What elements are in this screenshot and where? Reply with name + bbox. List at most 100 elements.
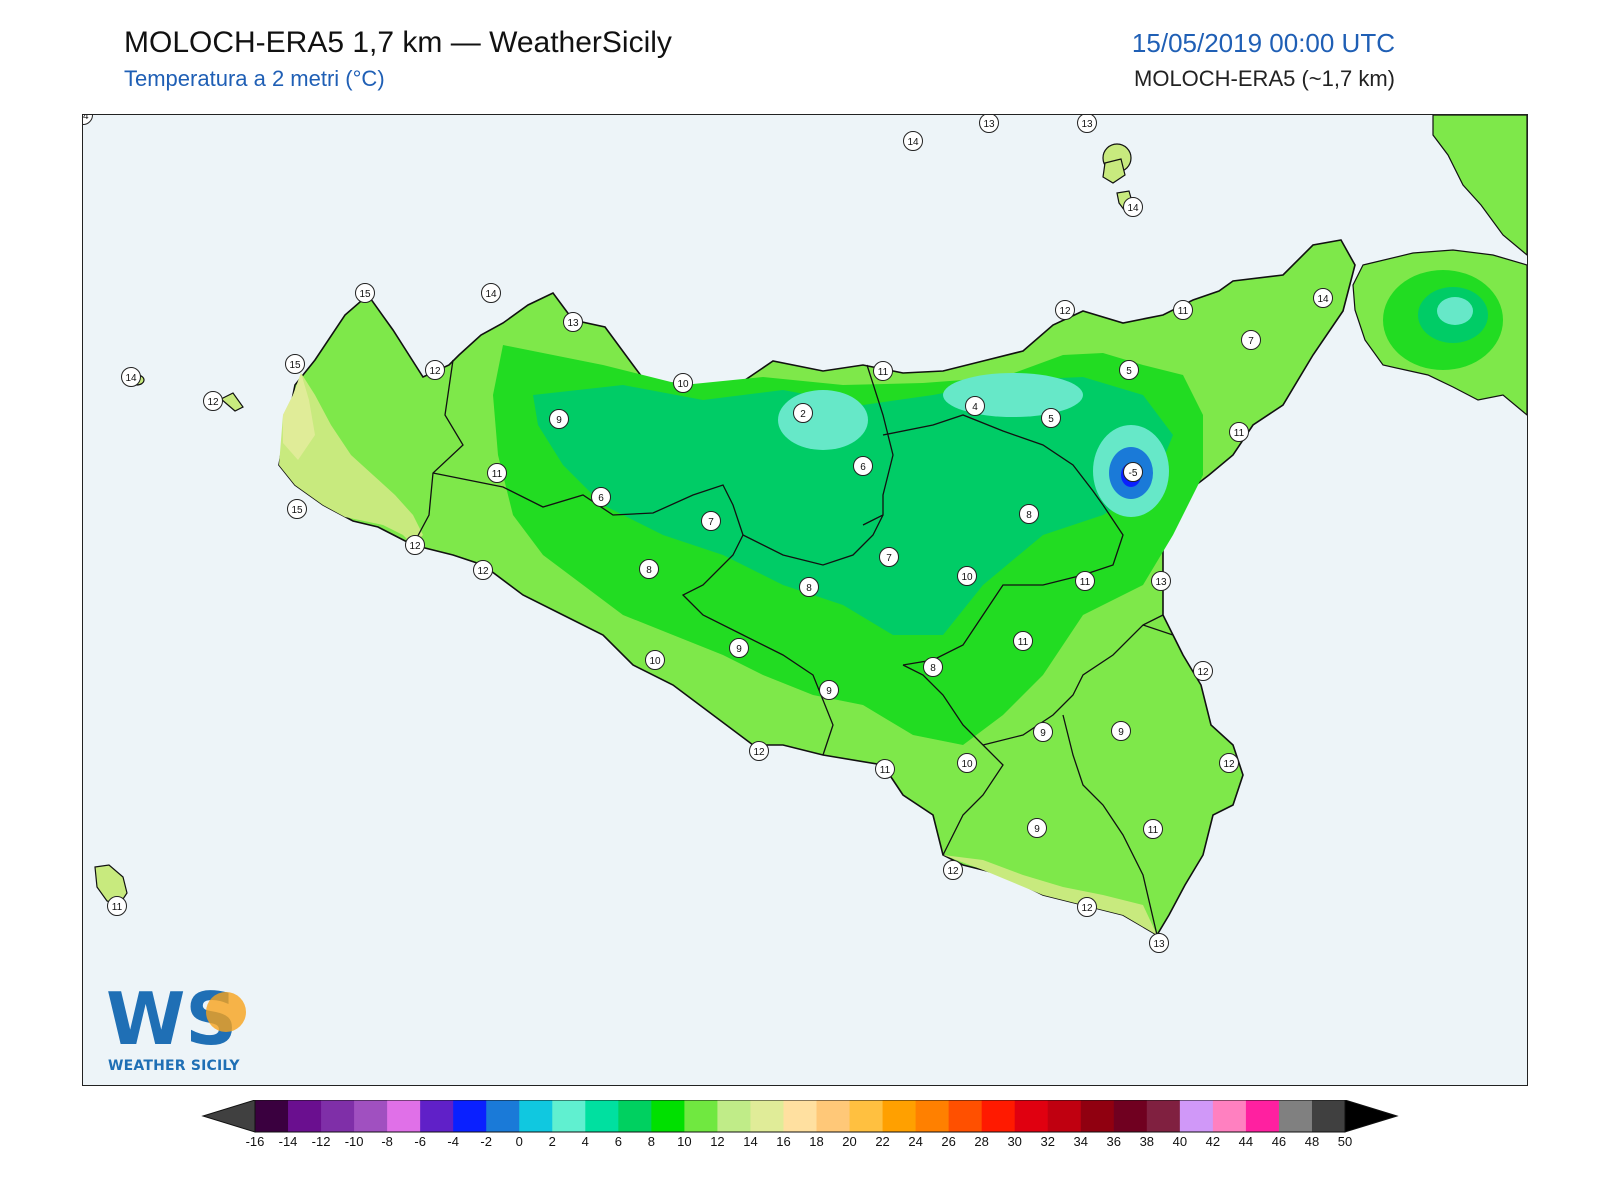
temperature-label: 5	[1041, 408, 1061, 428]
colorbar-tick-label: 40	[1173, 1134, 1187, 1149]
colorbar-bin	[1146, 1100, 1181, 1132]
temperature-label-circle	[591, 487, 611, 507]
temperature-label: 9	[1027, 818, 1047, 838]
temperature-label: 11	[873, 361, 893, 381]
temperature-label: 10	[957, 753, 977, 773]
temperature-label-value: 13	[1081, 119, 1093, 130]
temperature-label-value: 7	[886, 553, 892, 564]
temperature-label-circle	[1077, 115, 1097, 133]
temperature-label-value: 12	[1223, 759, 1235, 770]
temperature-label-value: 15	[359, 289, 371, 300]
temperature-label-value: 9	[1118, 727, 1124, 738]
colorbar-bin	[882, 1100, 917, 1132]
colorbar-bin	[1311, 1100, 1346, 1132]
temperature-label-circle	[645, 650, 665, 670]
colorbar-bin	[1179, 1100, 1214, 1132]
temperature-label-circle	[1151, 571, 1171, 591]
nebrodi-cold-spot	[943, 373, 1083, 417]
temperature-label-circle	[923, 657, 943, 677]
temperature-label: 11	[487, 463, 507, 483]
temperature-label: 9	[549, 409, 569, 429]
temperature-label-circle	[903, 131, 923, 151]
temperature-label-value: 11	[878, 367, 889, 378]
temperature-label-value: 14	[485, 289, 497, 300]
temperature-label-circle	[943, 860, 963, 880]
island	[1102, 158, 1126, 184]
temperature-label-circle	[107, 896, 127, 916]
temperature-label: 13	[1149, 933, 1169, 953]
colorbar-tick-label: 46	[1272, 1134, 1286, 1149]
temperature-label-value: 14	[1127, 203, 1139, 214]
colorbar-tick-label: 24	[908, 1134, 922, 1149]
temperature-label-circle	[1219, 753, 1239, 773]
temperature-label-circle	[965, 396, 985, 416]
colorbar-bin	[585, 1100, 619, 1132]
west-warm-zone	[279, 373, 423, 545]
temperature-label-value: 12	[1197, 667, 1209, 678]
temperature-label: 13	[1077, 115, 1097, 133]
temperature-label: 8	[1019, 504, 1039, 524]
colorbar-over-arrow	[1344, 1100, 1399, 1133]
colorbar-tick-label: -16	[246, 1134, 265, 1149]
temperature-label: 14	[121, 367, 141, 387]
colorbar-tick-label: 10	[677, 1134, 691, 1149]
temperature-label-circle	[879, 547, 899, 567]
temperature-label: 14	[83, 115, 93, 125]
colorbar-tick-label: -14	[279, 1134, 298, 1149]
colorbar-tick-label: 18	[809, 1134, 823, 1149]
temperature-colorbar: -16 -14 -12 -10 -8 -6 -4 -2 0 2 4 6 8 10 12 14 16 18 20 22 2…	[201, 1100, 1399, 1149]
temperature-label-circle	[1119, 360, 1139, 380]
temperature-label-value: 13	[1155, 577, 1167, 588]
colorbar-bin	[552, 1100, 586, 1132]
colorbar-bin	[1278, 1100, 1313, 1132]
temperature-label-circle	[473, 560, 493, 580]
colorbar-bin	[849, 1100, 884, 1132]
colorbar-bin	[618, 1100, 652, 1132]
temperature-label: 9	[1033, 722, 1053, 742]
temperature-label-circle	[1193, 661, 1213, 681]
colorbar-tick-label: -4	[447, 1134, 459, 1149]
colorbar-bin	[255, 1100, 289, 1132]
temperature-label: 15	[285, 354, 305, 374]
temperature-label: 7	[701, 511, 721, 531]
temperature-label-circle	[701, 511, 721, 531]
colorbar-tick-label: 20	[842, 1134, 856, 1149]
temperature-label-circle	[287, 499, 307, 519]
colorbar-bin	[750, 1100, 784, 1132]
colorbar-bin	[288, 1100, 322, 1132]
colorbar-bin	[420, 1100, 454, 1132]
temperature-label-circle	[425, 360, 445, 380]
calabria-coldest-core	[1437, 297, 1473, 325]
colorbar-bin	[453, 1100, 487, 1132]
temperature-label-value: 13	[1153, 939, 1165, 950]
map-canvas: 14 13 13 14 15 14 13 12 11 14 14 15 12 10 11 5 7 9 2 4 5 12 -5…	[83, 115, 1527, 953]
temperature-label: 8	[639, 559, 659, 579]
temperature-label-circle	[487, 463, 507, 483]
temperature-label-value: 11	[1080, 577, 1091, 588]
temperature-label-circle	[1123, 462, 1143, 482]
colorbar-bin	[519, 1100, 553, 1132]
temperature-label-value: 7	[708, 517, 714, 528]
temperature-label-value: 11	[1234, 428, 1245, 439]
colorbar-bin	[354, 1100, 388, 1132]
temperature-label: 14	[1313, 288, 1333, 308]
temperature-label-value: 9	[826, 686, 832, 697]
interior-colder-zone	[533, 377, 1173, 635]
temperature-label-value: 11	[880, 765, 891, 776]
colorbar-tick-label: 36	[1107, 1134, 1121, 1149]
colorbar-bin	[684, 1100, 718, 1132]
map-subtitle: Temperatura a 2 metri (°C)	[124, 66, 385, 91]
west-coast-warmest	[283, 373, 315, 460]
temperature-label-value: 10	[961, 759, 973, 770]
temperature-label-circle	[563, 312, 583, 332]
temperature-label-value: 11	[1148, 825, 1159, 836]
temperature-label-value: 8	[806, 583, 812, 594]
temperature-label-circle	[957, 566, 977, 586]
colorbar-tick-label: 34	[1074, 1134, 1088, 1149]
temperature-label: 9	[1111, 721, 1131, 741]
colorbar-tick-label: 28	[974, 1134, 988, 1149]
colorbar-tick-label: 30	[1007, 1134, 1021, 1149]
temperature-label-circle	[481, 283, 501, 303]
temperature-label-value: 11	[1018, 637, 1029, 648]
province-borders	[412, 359, 1184, 936]
